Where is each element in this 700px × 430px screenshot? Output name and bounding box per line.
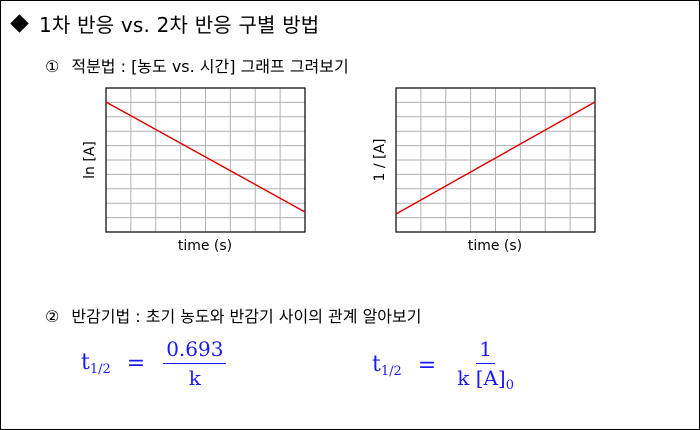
plot-ln-A-vs-time: time (s) ln [A] <box>82 87 306 254</box>
section-2-text: 반감기법 : 초기 농도와 반감기 사이의 관계 알아보기 <box>71 307 422 326</box>
title-text: 1차 반응 vs. 2차 반응 구별 방법 <box>39 13 320 37</box>
formula-2-numerator: 1 <box>476 337 495 364</box>
diamond-bullet-icon <box>10 14 29 33</box>
section-1-text: 적분법 : [농도 vs. 시간] 그래프 그려보기 <box>71 57 349 76</box>
section-2-heading: ② 반감기법 : 초기 농도와 반감기 사이의 관계 알아보기 <box>45 303 421 327</box>
slide-title: 1차 반응 vs. 2차 반응 구별 방법 <box>10 9 320 38</box>
formula-2-denominator: k [A]0 <box>457 366 515 393</box>
formula-1-lhs: t1/2 <box>81 350 111 377</box>
plot-2-increasing-line <box>395 101 596 215</box>
plot-1-xlabel: time (s) <box>178 238 232 254</box>
formula-2-lhs: t1/2 <box>372 351 402 379</box>
plot-2-frame <box>395 87 596 233</box>
plot-2-xlabel: time (s) <box>468 238 522 254</box>
circled-one-marker: ① <box>45 57 60 76</box>
plot-2-grid <box>396 88 595 232</box>
section-1-heading: ① 적분법 : [농도 vs. 시간] 그래프 그려보기 <box>45 53 349 77</box>
plot-1-frame <box>105 87 306 233</box>
plot-inverse-A-vs-time: time (s) 1 / [A] <box>372 87 596 254</box>
formula-1-fraction: 0.693 k <box>163 337 227 390</box>
formula-1-equals: = <box>126 351 146 376</box>
formula-2-equals: = <box>417 352 437 378</box>
formula-first-order-half-life: t1/2 = 0.693 k <box>81 337 227 390</box>
formula-1-numerator: 0.693 <box>163 337 227 364</box>
formula-2-fraction: 1 k [A]0 <box>454 337 517 393</box>
plot-1-decreasing-line <box>105 101 306 213</box>
circled-two-marker: ② <box>45 307 60 326</box>
plot-1-grid <box>106 88 305 232</box>
plot-1-ylabel: ln [A] <box>82 141 98 179</box>
formula-1-denominator: k <box>188 366 201 390</box>
formula-second-order-half-life: t1/2 = 1 k [A]0 <box>372 337 517 393</box>
plot-2-ylabel: 1 / [A] <box>372 138 388 181</box>
